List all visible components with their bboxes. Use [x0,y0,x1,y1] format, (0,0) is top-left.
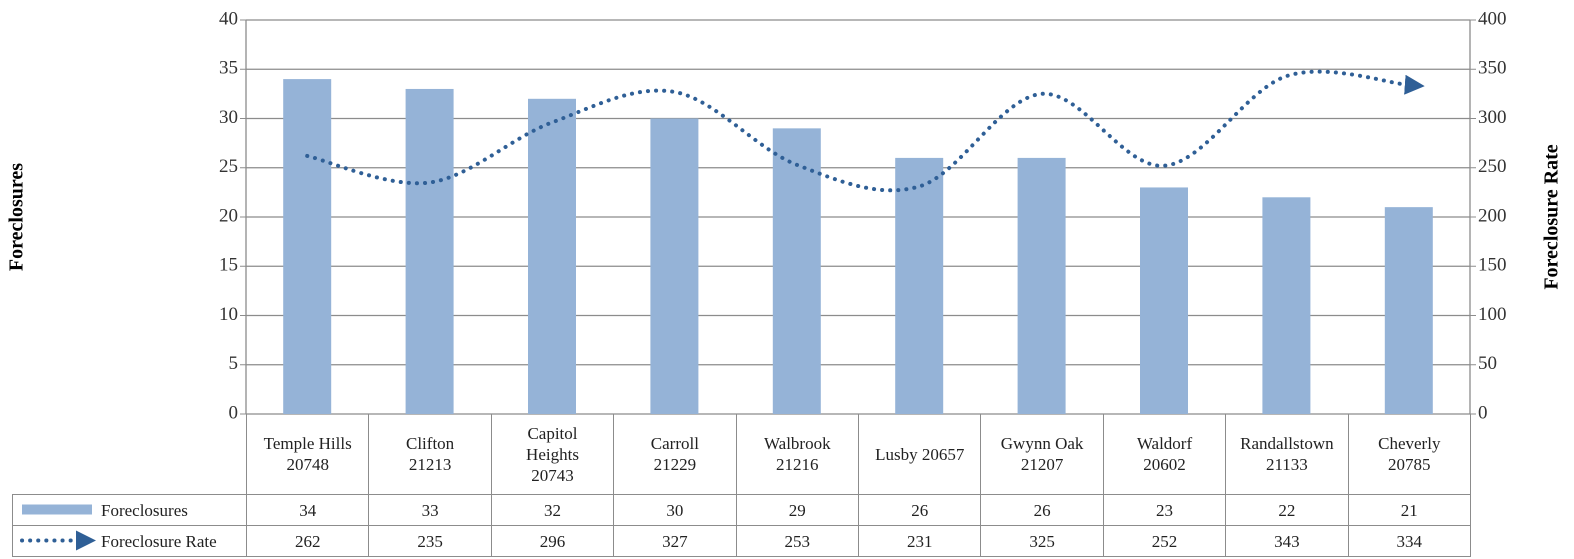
table-cell: 343 [1225,525,1349,557]
bar [1017,157,1066,414]
y2-tick-label: 0 [1478,402,1488,423]
table-cell: 29 [735,494,859,526]
table-cell: 296 [490,525,615,557]
bar [772,128,821,414]
table-cell: 327 [613,525,737,557]
line [305,69,1425,193]
x-tick-label: Lusby 20657 [858,414,982,495]
table-cell: 21 [1347,494,1471,526]
x-tick-label: Randallstown 21133 [1225,414,1349,495]
y2-tick-label: 200 [1478,205,1507,226]
table-cell: 32 [490,494,615,526]
table-cell: 30 [613,494,737,526]
table-cell: 253 [735,525,859,557]
bar [895,157,944,414]
x-tick-label: Temple Hills 20748 [246,414,370,495]
x-tick-label: Capitol Heights 20743 [490,414,615,495]
y2-tick-label: 100 [1478,304,1507,325]
table-cell: 235 [368,525,492,557]
y-tick-label: 30 [219,107,238,128]
table-cell: 34 [246,494,370,526]
y-tick-label: 15 [219,255,238,276]
bar [1140,187,1188,414]
y-tick-label: 25 [219,156,238,177]
bar [283,79,332,414]
y2-tick-label: 150 [1478,255,1507,276]
legend-label: Foreclosure Rate [12,525,247,557]
y2-axis-title: Foreclosure Rate [1541,144,1563,289]
table-cell: 262 [246,525,370,557]
bar [1384,207,1433,414]
x-tick-label: Cheverly 20785 [1347,414,1471,495]
table-cell: 231 [858,525,982,557]
table-cell: 26 [858,494,982,526]
x-tick-label: Walbrook 21216 [735,414,859,495]
table-cell: 325 [980,525,1104,557]
y2-tick-label: 400 [1478,8,1507,29]
y2-tick-label: 250 [1478,156,1507,177]
y-tick-label: 40 [219,8,238,29]
y2-tick-label: 50 [1478,353,1497,374]
bar [650,118,699,414]
bar [1262,197,1311,414]
table-cell: 22 [1225,494,1349,526]
x-tick-label: Gwynn Oak 21207 [980,414,1104,495]
y2-tick-label: 350 [1478,58,1507,79]
y-tick-label: 0 [229,402,239,423]
x-tick-label: Clifton 21213 [368,414,492,495]
y-tick-label: 20 [219,205,238,226]
table-cell: 26 [980,494,1104,526]
y2-tick-label: 300 [1478,107,1507,128]
table-cell: 33 [368,494,492,526]
legend-label: Foreclosures [12,494,247,526]
bar [528,98,576,415]
y-axis-title: Foreclosures [6,163,28,271]
y-tick-label: 35 [219,58,238,79]
y-tick-label: 5 [229,353,239,374]
table-cell: 23 [1102,494,1227,526]
table-cell: 252 [1102,525,1227,557]
x-tick-label: Carroll 21229 [613,414,737,495]
x-tick-label: Waldorf 20602 [1102,414,1227,495]
bar [405,88,454,414]
table-cell: 334 [1347,525,1471,557]
y-tick-label: 10 [219,304,238,325]
legend-swatch [22,504,92,515]
